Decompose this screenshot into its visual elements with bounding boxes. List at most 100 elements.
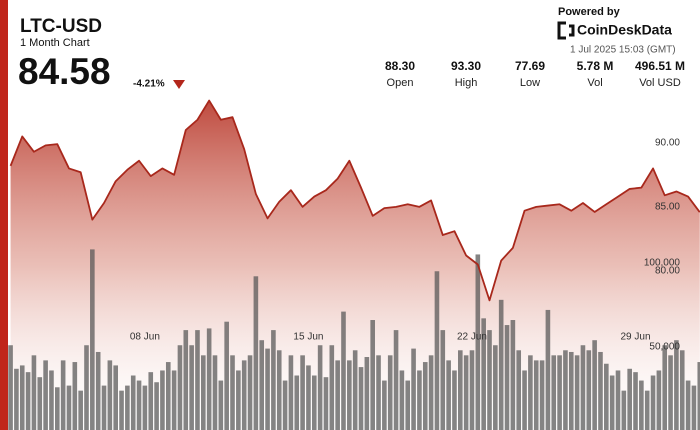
accent-bar <box>0 0 8 430</box>
volume-bar <box>615 370 621 430</box>
stat-value: 5.78 M <box>577 59 614 73</box>
stat-value: 88.30 <box>385 59 415 73</box>
volume-bar <box>206 328 212 430</box>
volume-bar <box>95 351 101 430</box>
volume-bar <box>679 350 685 430</box>
volume-bar <box>452 370 457 430</box>
volume-bar <box>393 330 399 430</box>
volume-bar <box>627 368 632 430</box>
volume-bar <box>621 390 627 430</box>
down-arrow <box>173 80 185 89</box>
volume-bar <box>306 365 311 430</box>
volume-bar <box>60 360 66 430</box>
brand: CoinDeskData <box>577 22 672 38</box>
volume-bar <box>551 355 557 430</box>
volume-bar <box>241 360 247 430</box>
volume-bar <box>428 355 434 430</box>
bar-layer <box>8 249 700 430</box>
volume-bar <box>592 340 597 430</box>
stat-label: Vol <box>587 77 602 89</box>
change: -4.21% <box>133 79 165 90</box>
volume-bar <box>434 271 440 430</box>
volume-bar <box>8 345 13 430</box>
volume-bar <box>463 355 469 430</box>
line-layer <box>9 99 700 302</box>
stat-value: 496.51 M <box>635 59 685 73</box>
volume-bar <box>201 355 206 430</box>
volume-bar <box>417 370 422 430</box>
volume-bar <box>259 340 265 430</box>
volume-bar <box>119 390 124 430</box>
volume-bar <box>329 345 335 430</box>
stat-value: 77.69 <box>515 59 545 73</box>
y-tick-label: 50,000 <box>649 342 680 353</box>
volume-bar <box>78 390 83 430</box>
volume-bar <box>247 355 253 430</box>
subtitle: 1 Month Chart <box>20 37 90 49</box>
volume-bar <box>113 365 118 430</box>
volume-bar <box>475 254 481 430</box>
y-tick-label: 85.00 <box>655 201 680 212</box>
x-tick-label: 15 Jun <box>293 332 323 343</box>
volume-bar <box>335 360 340 430</box>
price-line <box>9 99 700 302</box>
volume-bar <box>528 355 533 430</box>
stat-value: 93.30 <box>451 59 481 73</box>
volume-bar <box>300 355 305 430</box>
volume-bar <box>674 340 679 430</box>
volume-bar <box>125 385 130 430</box>
volume-bar <box>539 360 545 430</box>
volume-bar <box>604 363 609 430</box>
volume-bar <box>691 385 697 430</box>
volume-bar <box>598 351 603 430</box>
volume-bar <box>294 375 300 430</box>
volume-bar <box>90 249 95 430</box>
volume-bar <box>405 380 411 430</box>
y-tick-label: 90.00 <box>655 137 680 148</box>
price-area <box>10 100 700 430</box>
volume-bar <box>49 370 54 430</box>
volume-bar <box>148 372 154 430</box>
volume-bar <box>510 320 516 430</box>
volume-bar <box>387 355 393 430</box>
volume-bar <box>84 345 89 430</box>
x-tick-label: 29 Jun <box>621 332 651 343</box>
powered-by: Powered by <box>558 6 621 18</box>
volume-bar <box>14 368 19 430</box>
volume-bar <box>522 370 527 430</box>
volume-bar <box>633 372 638 430</box>
timestamp: 1 Jul 2025 15:03 (GMT) <box>570 45 676 56</box>
volume-bar <box>177 345 183 430</box>
volume-bar <box>358 367 364 430</box>
volume-bar <box>586 350 592 430</box>
volume-bar <box>265 348 270 430</box>
volume-bar <box>160 370 165 430</box>
volume-bar <box>364 357 370 430</box>
volume-bar <box>212 355 218 430</box>
volume-bar <box>574 355 580 430</box>
volume-bar <box>557 355 562 430</box>
volume-bar <box>55 387 60 430</box>
title: LTC-USD <box>20 16 102 37</box>
volume-bar <box>171 370 177 430</box>
volume-bar <box>563 350 568 430</box>
volume-bar <box>481 318 486 430</box>
volume-bar <box>440 330 446 430</box>
volume-bar <box>422 362 428 430</box>
volume-bar <box>469 350 475 430</box>
y-tick-label: 80.00 <box>655 266 680 277</box>
volume-bar <box>37 377 43 430</box>
volume-bar <box>685 380 691 430</box>
x-tick-label: 08 Jun <box>130 332 160 343</box>
volume-bar <box>288 355 294 430</box>
volume-bar <box>498 299 504 430</box>
y-tick-label: 100,000 <box>644 257 681 268</box>
volume-bar <box>107 360 113 430</box>
volume-bar <box>276 350 282 430</box>
volume-bar <box>195 330 200 430</box>
volume-bar <box>311 375 317 430</box>
stat-label: High <box>455 77 478 89</box>
volume-bar <box>101 385 107 430</box>
volume-bar <box>580 345 586 430</box>
